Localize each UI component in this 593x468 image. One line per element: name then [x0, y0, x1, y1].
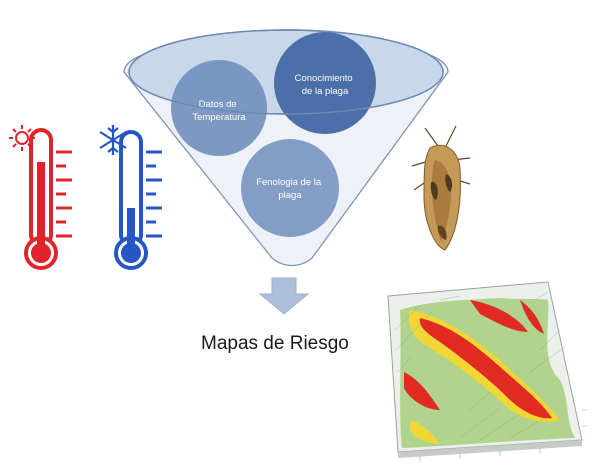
svg-text:Datos de Temperatura: Datos de Temperatura	[192, 99, 246, 123]
circle-phenology: Fenologia de la plaga	[241, 139, 339, 237]
circle-pest-knowledge: Conocimiento de la plaga	[274, 32, 376, 134]
pest-knowledge-label-1: Conocimiento	[295, 73, 353, 84]
phenology-label-1: Fenologia de la	[256, 177, 322, 188]
svg-text:Fenologia de la plaga: Fenologia de la plaga	[256, 177, 324, 201]
output-label: Mapas de Riesgo	[201, 333, 349, 354]
down-arrow-icon	[258, 277, 310, 315]
funnel-rim-outline	[128, 29, 444, 115]
moth-image	[411, 125, 471, 251]
circle-temperature: Datos de Temperatura	[171, 60, 267, 156]
pest-knowledge-label-2: de la plaga	[302, 86, 349, 97]
risk-map-3d	[387, 281, 587, 461]
temperature-label-2: Temperatura	[192, 112, 246, 123]
hot-thermometer-icon	[9, 125, 72, 270]
cold-thermometer-icon	[99, 125, 162, 270]
svg-text:Conocimiento de la plaga: Conocimiento de la plaga	[295, 73, 356, 97]
temperature-label-1: Datos de	[199, 99, 237, 110]
phenology-label-2: plaga	[278, 190, 302, 201]
